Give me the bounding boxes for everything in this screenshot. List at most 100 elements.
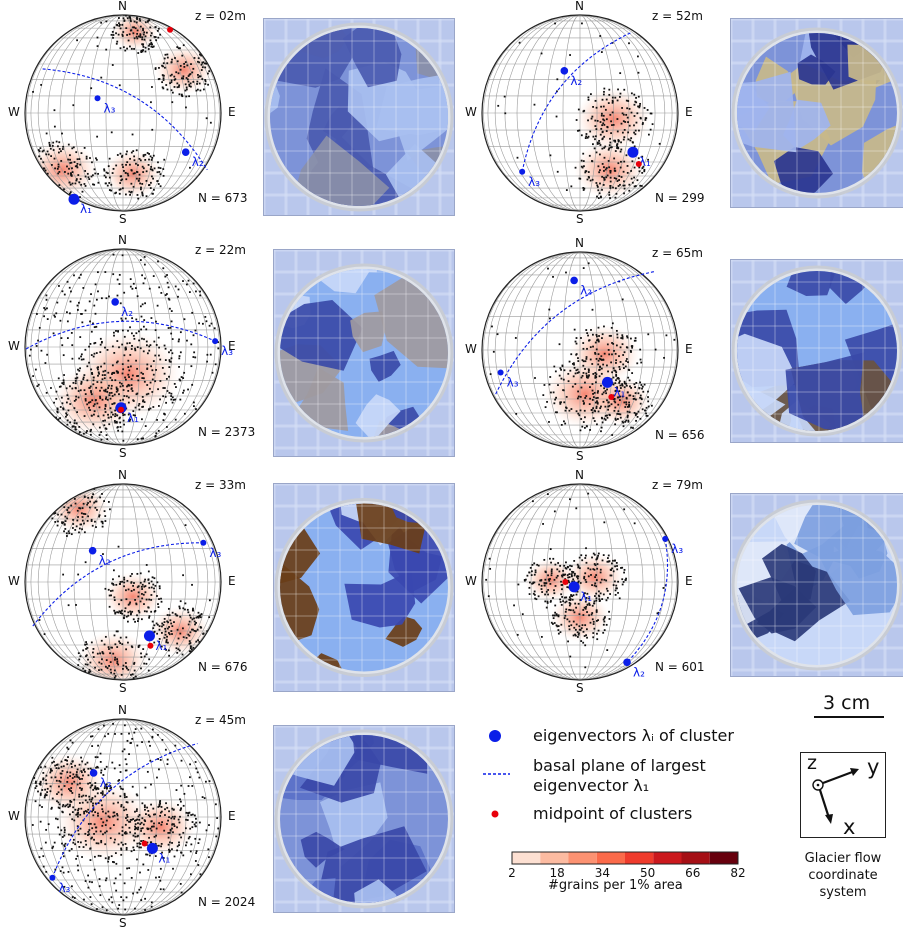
midpoint	[147, 642, 154, 649]
eigenvector-l3	[200, 539, 207, 546]
legend-symbols	[483, 730, 510, 818]
depth-label: z = 33m	[195, 478, 246, 492]
eigenvector-l2	[88, 546, 97, 555]
compass-w: W	[8, 574, 20, 588]
legend-basal-line2: eigenvector λ₁	[533, 776, 650, 795]
colorbar-swatch	[540, 852, 569, 864]
stereonet-3: λ₁ λ₂ λ₃	[24, 248, 233, 446]
colorbar-tick: 18	[549, 866, 565, 880]
basal-plane-arc	[626, 538, 669, 663]
eigenvector-l1	[627, 146, 639, 158]
eigen-label-l1: λ₁	[580, 590, 592, 604]
basal-plane-arc	[495, 271, 655, 395]
midpoint	[118, 406, 125, 413]
depth-label: z = 52m	[652, 9, 703, 23]
midpoint	[608, 394, 615, 401]
eigen-label-l3: λ₃	[58, 881, 70, 895]
thin-section-image-7	[273, 725, 455, 913]
eigen-label-l2: λ₂	[192, 155, 204, 169]
eigen-label-l3: λ₃	[671, 542, 683, 556]
compass-e: E	[685, 342, 693, 356]
primitive-circle	[24, 483, 222, 681]
eigen-label-l1: λ₁	[639, 155, 651, 169]
midpoint	[141, 840, 148, 847]
density-contour	[524, 558, 577, 602]
grain-count: N = 673	[198, 191, 248, 205]
eigenvector-l1	[146, 842, 158, 854]
compass-w: W	[8, 809, 20, 823]
compass-w: W	[465, 574, 477, 588]
eigenvector-symbol	[489, 730, 501, 742]
eigen-label-l3: λ₃	[221, 344, 233, 358]
colorbar-swatch	[653, 852, 682, 864]
scale-bar-line	[814, 716, 884, 718]
compass-n: N	[575, 0, 584, 13]
eigenvector-l2	[560, 67, 569, 75]
eigen-label-l3: λ₃	[209, 546, 221, 560]
eigen-label-l1: λ₁	[155, 639, 167, 653]
colorbar-swatch	[596, 852, 625, 864]
basal-plane-arc	[32, 542, 204, 627]
compass-s: S	[576, 449, 584, 463]
basal-plane-arc	[521, 32, 632, 172]
compass-n: N	[118, 468, 127, 482]
compass-w: W	[8, 105, 20, 119]
eigenvector-l1	[143, 630, 155, 642]
stereonet-6: λ₁ λ₂ λ₃	[481, 483, 683, 681]
compass-s: S	[119, 916, 127, 930]
midpoint	[167, 26, 174, 33]
colorbar-swatch	[709, 852, 738, 864]
eigenvector-l2	[111, 298, 119, 306]
depth-label: z = 45m	[195, 713, 246, 727]
density-contour	[103, 572, 163, 622]
midpoint	[562, 579, 569, 585]
axes-arrows	[812, 768, 859, 824]
axis-y-label: y	[867, 755, 880, 779]
primitive-circle	[24, 718, 222, 916]
compass-n: N	[575, 236, 584, 250]
compass-n: N	[118, 703, 127, 717]
compass-e: E	[228, 105, 236, 119]
eigenvector-l3	[212, 338, 219, 345]
eigenvector-l2	[570, 276, 578, 285]
midpoint-symbol	[491, 810, 499, 818]
compass-s: S	[119, 446, 127, 460]
compass-e: E	[228, 574, 236, 588]
compass-n: N	[118, 0, 127, 13]
legend-midpoint: midpoint of clusters	[533, 804, 693, 823]
thin-section-image-3	[273, 249, 455, 457]
eigen-label-l2: λ₂	[580, 283, 592, 297]
stereonet-2: λ₁ λ₂ λ₃	[481, 14, 679, 212]
thin-section-image-1	[263, 18, 455, 216]
scale-bar-label: 3 cm	[823, 692, 871, 714]
eigen-label-l3: λ₃	[507, 376, 519, 390]
basal-plane-arc	[51, 742, 198, 878]
axis-x-label: x	[843, 815, 856, 839]
coordinate-system-box: z y x	[800, 752, 886, 839]
eigen-label-l2: λ₂	[100, 776, 112, 790]
colorbar-swatch	[625, 852, 654, 864]
colorbar-swatch	[568, 852, 597, 864]
thin-section-image-5	[273, 483, 455, 692]
stereonet-1: λ₁ λ₂ λ₃	[24, 14, 222, 216]
eigen-label-l3: λ₃	[528, 175, 540, 189]
eigen-label-l1: λ₁	[80, 202, 92, 216]
stereonet-5: λ₁ λ₂ λ₃	[24, 483, 222, 681]
midpoint	[635, 160, 642, 167]
primitive-circle	[481, 251, 679, 449]
eigen-label-l2: λ₂	[570, 74, 582, 88]
eigenvector-l1	[568, 581, 580, 593]
compass-n: N	[575, 468, 584, 482]
depth-label: z = 79m	[652, 478, 703, 492]
eigenvector-l2	[181, 148, 190, 156]
eigenvector-l2	[623, 658, 631, 667]
axis-z-label: z	[807, 752, 817, 774]
primitive-circle	[481, 14, 679, 212]
eigen-label-l1: λ₁	[127, 411, 139, 425]
compass-e: E	[228, 339, 236, 353]
compass-e: E	[685, 105, 693, 119]
eigenvector-l1	[601, 376, 613, 388]
depth-label: z = 65m	[652, 246, 703, 260]
compass-s: S	[576, 681, 584, 695]
compass-s: S	[119, 681, 127, 695]
